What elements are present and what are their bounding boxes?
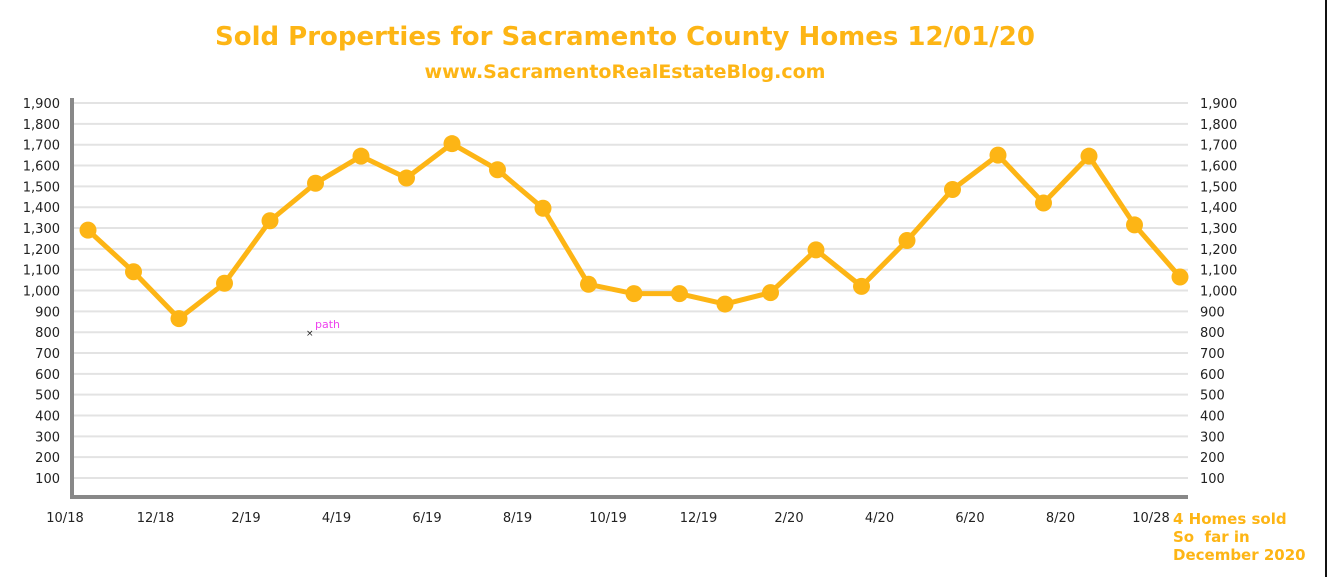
x-tick-label: 10/28 bbox=[1132, 511, 1169, 526]
data-point bbox=[1035, 194, 1052, 212]
x-tick-label: 4/20 bbox=[865, 511, 894, 526]
data-point bbox=[352, 147, 370, 165]
y-tick-label-left: 900 bbox=[35, 305, 60, 320]
x-tick-label: 8/19 bbox=[503, 511, 532, 526]
y-tick-label-left: 1,400 bbox=[23, 201, 60, 216]
data-point bbox=[989, 146, 1007, 164]
y-tick-label-left: 400 bbox=[35, 410, 60, 425]
data-point bbox=[125, 263, 142, 281]
x-tick-label: 2/20 bbox=[774, 511, 803, 526]
chart-subtitle: www.SacramentoRealEstateBlog.com bbox=[424, 61, 826, 83]
data-point bbox=[79, 221, 97, 239]
data-point bbox=[1171, 268, 1189, 286]
data-point bbox=[489, 161, 506, 179]
x-tick-label: 2/19 bbox=[231, 511, 260, 526]
y-tick-label-left: 800 bbox=[35, 326, 60, 341]
y-tick-label-left: 1,900 bbox=[23, 97, 60, 112]
y-tick-label-left: 600 bbox=[35, 368, 60, 383]
data-point bbox=[898, 232, 916, 250]
y-tick-label-right: 500 bbox=[1200, 389, 1225, 404]
y-tick-label-left: 1,600 bbox=[23, 160, 60, 175]
x-tick-label: 12/19 bbox=[680, 511, 717, 526]
data-point bbox=[671, 285, 688, 303]
path-marker-label: path bbox=[315, 318, 340, 331]
y-tick-label-right: 1,000 bbox=[1200, 285, 1237, 300]
y-tick-label-left: 1,100 bbox=[23, 264, 60, 279]
data-point bbox=[580, 275, 597, 293]
data-point bbox=[1126, 216, 1143, 234]
y-tick-label-right: 1,400 bbox=[1200, 201, 1237, 216]
y-tick-label-right: 400 bbox=[1200, 410, 1225, 425]
y-tick-label-right: 1,300 bbox=[1200, 222, 1237, 237]
y-tick-label-right: 1,700 bbox=[1200, 139, 1237, 154]
data-point bbox=[216, 274, 233, 292]
y-tick-label-right: 600 bbox=[1200, 368, 1225, 383]
y-tick-label-right: 1,100 bbox=[1200, 264, 1237, 279]
y-tick-label-right: 1,600 bbox=[1200, 160, 1237, 175]
data-point bbox=[716, 295, 734, 313]
data-point bbox=[807, 241, 825, 259]
y-tick-label-right: 700 bbox=[1200, 347, 1225, 362]
data-point bbox=[307, 174, 324, 192]
y-tick-label-right: 1,900 bbox=[1200, 97, 1237, 112]
y-tick-label-left: 200 bbox=[35, 451, 60, 466]
y-tick-label-left: 1,500 bbox=[23, 180, 60, 195]
y-tick-label-left: 1,800 bbox=[23, 118, 60, 133]
y-tick-label-left: 100 bbox=[35, 472, 60, 487]
y-tick-label-left: 1,300 bbox=[23, 222, 60, 237]
y-tick-label-left: 1,000 bbox=[23, 285, 60, 300]
y-tick-label-right: 1,800 bbox=[1200, 118, 1237, 133]
data-point bbox=[853, 277, 870, 295]
data-point bbox=[261, 212, 279, 230]
y-tick-label-right: 100 bbox=[1200, 472, 1225, 487]
chart-title: Sold Properties for Sacramento County Ho… bbox=[215, 22, 1035, 52]
y-tick-label-left: 300 bbox=[35, 430, 60, 445]
data-point bbox=[1080, 147, 1098, 165]
path-marker-icon: × bbox=[306, 329, 314, 339]
x-tick-label: 10/18 bbox=[46, 511, 83, 526]
x-tick-label: 6/19 bbox=[412, 511, 441, 526]
y-tick-label-left: 1,200 bbox=[23, 243, 60, 258]
data-point bbox=[534, 199, 552, 217]
x-tick-label: 12/18 bbox=[137, 511, 174, 526]
y-tick-label-right: 1,200 bbox=[1200, 243, 1237, 258]
y-tick-label-right: 300 bbox=[1200, 430, 1225, 445]
x-tick-label: 6/20 bbox=[955, 511, 984, 526]
right-border bbox=[1325, 0, 1327, 577]
y-tick-label-left: 1,700 bbox=[23, 139, 60, 154]
data-point bbox=[944, 181, 961, 199]
y-tick-label-right: 900 bbox=[1200, 305, 1225, 320]
y-tick-label-right: 200 bbox=[1200, 451, 1225, 466]
december-note: 4 Homes sold So far in December 2020 bbox=[1173, 510, 1306, 564]
data-point bbox=[625, 285, 643, 303]
y-tick-label-right: 1,500 bbox=[1200, 180, 1237, 195]
data-point bbox=[398, 169, 415, 187]
data-point bbox=[443, 135, 461, 153]
x-tick-label: 4/19 bbox=[322, 511, 351, 526]
data-point bbox=[762, 284, 779, 302]
data-point bbox=[170, 310, 188, 328]
x-tick-label: 10/19 bbox=[589, 511, 626, 526]
y-tick-label-left: 700 bbox=[35, 347, 60, 362]
y-tick-label-left: 500 bbox=[35, 389, 60, 404]
y-tick-label-right: 800 bbox=[1200, 326, 1225, 341]
x-tick-label: 8/20 bbox=[1046, 511, 1075, 526]
